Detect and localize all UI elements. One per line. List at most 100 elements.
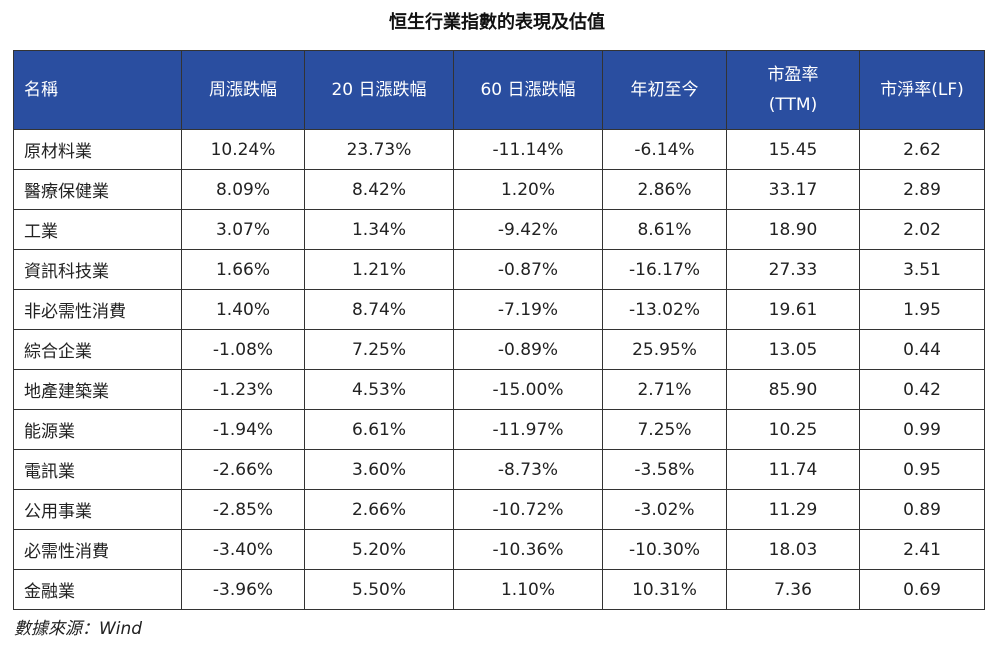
header-label: 市淨率(LF) (880, 80, 964, 100)
cell-sector-name: 資訊科技業 (13, 249, 182, 290)
cell-pe-ttm: 13.05 (726, 329, 860, 370)
header-label: 名稱 (24, 80, 58, 100)
cell-sector-name: 能源業 (13, 409, 182, 450)
data-source-note: 數據來源：Wind (14, 619, 143, 639)
table-title: 恒生行業指數的表現及估值 (389, 12, 605, 33)
cell-ytd: 7.25% (602, 409, 727, 450)
header-pe-ttm: 市盈率 (TTM) (726, 50, 860, 130)
header-pb-lf: 市淨率(LF) (859, 50, 985, 130)
cell-ytd: -6.14% (602, 129, 727, 170)
header-label: 市盈率 (767, 65, 819, 85)
table-row: 金融業 -3.96% 5.50% 1.10% 10.31% 7.36 0.69 (13, 569, 985, 610)
cell-pe-ttm: 33.17 (726, 169, 860, 210)
cell-20d-change: 7.25% (304, 329, 454, 370)
cell-60d-change: -0.87% (453, 249, 603, 290)
table-row: 資訊科技業 1.66% 1.21% -0.87% -16.17% 27.33 3.51 (13, 249, 985, 290)
cell-60d-change: 1.20% (453, 169, 603, 210)
cell-60d-change: -15.00% (453, 369, 603, 410)
cell-pb-lf: 2.62 (859, 129, 985, 170)
cell-60d-change: -8.73% (453, 449, 603, 490)
cell-pe-ttm: 11.74 (726, 449, 860, 490)
cell-60d-change: -10.72% (453, 489, 603, 530)
header-label: 年初至今 (630, 80, 699, 100)
cell-20d-change: 4.53% (304, 369, 454, 410)
cell-60d-change: -0.89% (453, 329, 603, 370)
cell-weekly-change: -1.94% (181, 409, 305, 450)
cell-60d-change: -10.36% (453, 529, 603, 570)
table-row: 公用事業 -2.85% 2.66% -10.72% -3.02% 11.29 0.89 (13, 489, 985, 530)
cell-20d-change: 5.20% (304, 529, 454, 570)
cell-sector-name: 醫療保健業 (13, 169, 182, 210)
cell-ytd: 2.71% (602, 369, 727, 410)
cell-pb-lf: 0.89 (859, 489, 985, 530)
cell-weekly-change: -1.23% (181, 369, 305, 410)
cell-pe-ttm: 18.90 (726, 209, 860, 250)
cell-pb-lf: 3.51 (859, 249, 985, 290)
header-label: 20 日漲跌幅 (331, 80, 427, 100)
header-ytd: 年初至今 (602, 50, 727, 130)
cell-weekly-change: 8.09% (181, 169, 305, 210)
cell-20d-change: 3.60% (304, 449, 454, 490)
cell-ytd: -16.17% (602, 249, 727, 290)
cell-pb-lf: 0.99 (859, 409, 985, 450)
cell-ytd: -3.02% (602, 489, 727, 530)
cell-pb-lf: 1.95 (859, 289, 985, 330)
cell-weekly-change: 3.07% (181, 209, 305, 250)
cell-sector-name: 必需性消費 (13, 529, 182, 570)
cell-20d-change: 8.42% (304, 169, 454, 210)
table-row: 地產建築業 -1.23% 4.53% -15.00% 2.71% 85.90 0.42 (13, 369, 985, 410)
cell-pb-lf: 2.89 (859, 169, 985, 210)
cell-weekly-change: 1.66% (181, 249, 305, 290)
cell-pe-ttm: 11.29 (726, 489, 860, 530)
cell-ytd: 25.95% (602, 329, 727, 370)
table-row: 原材料業 10.24% 23.73% -11.14% -6.14% 15.45 2.62 (13, 129, 985, 170)
cell-sector-name: 地產建築業 (13, 369, 182, 410)
cell-sector-name: 綜合企業 (13, 329, 182, 370)
cell-pb-lf: 2.41 (859, 529, 985, 570)
cell-20d-change: 8.74% (304, 289, 454, 330)
cell-sector-name: 非必需性消費 (13, 289, 182, 330)
header-label: 周漲跌幅 (209, 80, 277, 100)
sector-index-table: 名稱 周漲跌幅 20 日漲跌幅 60 日漲跌幅 年初至今 市盈率 (TTM) 市… (13, 50, 985, 610)
cell-60d-change: -7.19% (453, 289, 603, 330)
cell-pb-lf: 2.02 (859, 209, 985, 250)
cell-sector-name: 工業 (13, 209, 182, 250)
header-20d-change: 20 日漲跌幅 (304, 50, 454, 130)
cell-weekly-change: -2.66% (181, 449, 305, 490)
table-row: 必需性消費 -3.40% 5.20% -10.36% -10.30% 18.03 2.41 (13, 529, 985, 570)
cell-pb-lf: 0.95 (859, 449, 985, 490)
header-label-sub: (TTM) (768, 95, 818, 115)
cell-pe-ttm: 85.90 (726, 369, 860, 410)
cell-pb-lf: 0.44 (859, 329, 985, 370)
cell-ytd: 10.31% (602, 569, 727, 610)
header-name: 名稱 (13, 50, 182, 130)
cell-60d-change: -11.14% (453, 129, 603, 170)
cell-ytd: -3.58% (602, 449, 727, 490)
cell-20d-change: 1.21% (304, 249, 454, 290)
cell-ytd: -13.02% (602, 289, 727, 330)
cell-20d-change: 1.34% (304, 209, 454, 250)
cell-pe-ttm: 7.36 (726, 569, 860, 610)
table-row: 非必需性消費 1.40% 8.74% -7.19% -13.02% 19.61 1.95 (13, 289, 985, 330)
cell-weekly-change: -3.96% (181, 569, 305, 610)
table-row: 電訊業 -2.66% 3.60% -8.73% -3.58% 11.74 0.95 (13, 449, 985, 490)
cell-pe-ttm: 15.45 (726, 129, 860, 170)
cell-20d-change: 6.61% (304, 409, 454, 450)
cell-pb-lf: 0.42 (859, 369, 985, 410)
cell-20d-change: 23.73% (304, 129, 454, 170)
cell-60d-change: 1.10% (453, 569, 603, 610)
cell-pe-ttm: 10.25 (726, 409, 860, 450)
cell-ytd: -10.30% (602, 529, 727, 570)
table-row: 醫療保健業 8.09% 8.42% 1.20% 2.86% 33.17 2.89 (13, 169, 985, 210)
cell-20d-change: 2.66% (304, 489, 454, 530)
cell-weekly-change: -3.40% (181, 529, 305, 570)
cell-60d-change: -9.42% (453, 209, 603, 250)
table-row: 綜合企業 -1.08% 7.25% -0.89% 25.95% 13.05 0.44 (13, 329, 985, 370)
cell-pe-ttm: 19.61 (726, 289, 860, 330)
cell-pe-ttm: 27.33 (726, 249, 860, 290)
header-weekly-change: 周漲跌幅 (181, 50, 305, 130)
header-60d-change: 60 日漲跌幅 (453, 50, 603, 130)
cell-pe-ttm: 18.03 (726, 529, 860, 570)
cell-sector-name: 電訊業 (13, 449, 182, 490)
cell-weekly-change: -2.85% (181, 489, 305, 530)
